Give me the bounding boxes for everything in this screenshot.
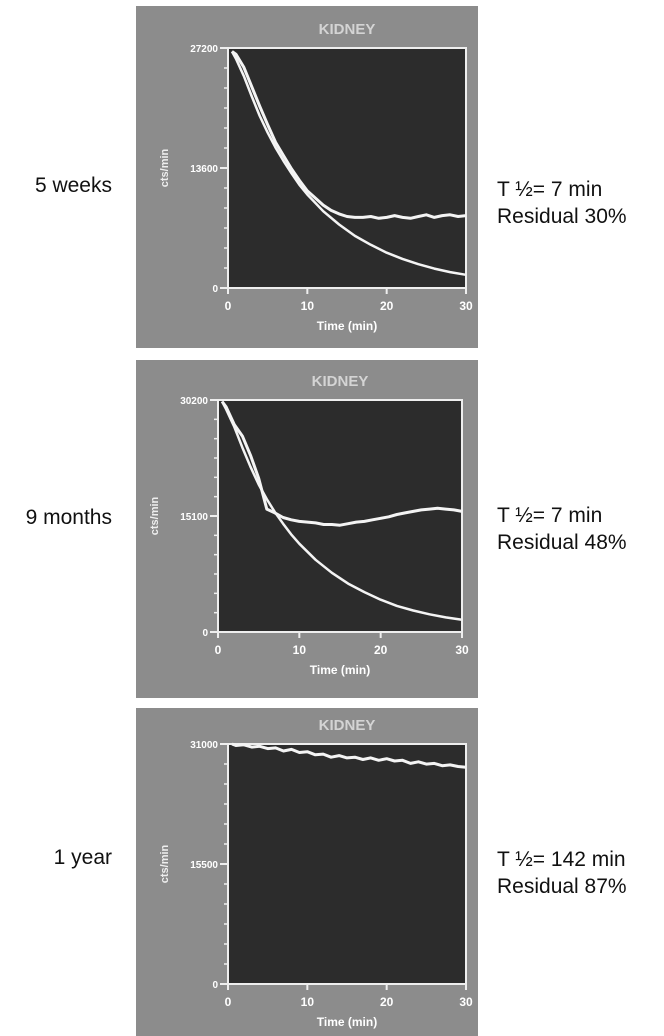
- series-line-2: [230, 50, 467, 277]
- x-tick-label: 10: [301, 995, 315, 1009]
- x-tick-label: 30: [455, 643, 469, 657]
- x-tick-label: 30: [459, 299, 473, 313]
- series-line-1: [231, 50, 467, 220]
- renogram-chart: KIDNEY 0 15100 30200 0 10 20 30 Time (min) cts/mi…: [149, 373, 469, 677]
- x-tick-label: 10: [301, 299, 315, 313]
- plot-area: [227, 743, 467, 985]
- x-tick-label: 0: [225, 299, 232, 313]
- row-5-weeks: 5 weeks KIDNEY 0 13600 27200 0 10 20 30 Time (mi…: [0, 0, 664, 348]
- x-axis-label: Time (min): [317, 319, 377, 333]
- y-tick-label: 31000: [190, 740, 218, 751]
- x-axis-label: Time (min): [310, 663, 370, 677]
- y-tick-label: 30200: [180, 396, 208, 407]
- chart-title: KIDNEY: [312, 373, 369, 390]
- y-axis-label: cts/min: [149, 496, 161, 535]
- x-tick-label: 20: [380, 995, 394, 1009]
- kidney-panel-3: KIDNEY 0 15500 31000 0 10 20 30 Time (min) cts/mi…: [136, 708, 478, 1036]
- stats-block: T ½= 7 min Residual 30%: [497, 176, 627, 230]
- y-tick-label: 27200: [190, 44, 218, 55]
- y-axis-label: cts/min: [159, 844, 171, 883]
- x-tick-label: 0: [215, 643, 222, 657]
- residual-label: Residual 30%: [497, 205, 627, 228]
- row-9-months: 9 months KIDNEY 0 15100 30200 0 10 20 30 Time (m…: [0, 360, 664, 698]
- renogram-chart: KIDNEY 0 13600 27200 0 10 20 30 Time (min) cts/mi…: [159, 21, 473, 333]
- series-line-1: [220, 400, 463, 527]
- t-half-label: T ½= 142 min: [497, 848, 626, 871]
- series-line-2: [220, 400, 463, 621]
- x-tick-label: 0: [225, 995, 232, 1009]
- x-tick-label: 10: [293, 643, 307, 657]
- y-tick-label: 0: [202, 628, 208, 639]
- chart-title: KIDNEY: [319, 21, 376, 38]
- stats-block: T ½= 7 min Residual 48%: [497, 502, 627, 556]
- kidney-panel-1: KIDNEY 0 13600 27200 0 10 20 30 Time (min) cts/mi…: [136, 6, 478, 348]
- kidney-panel-2: KIDNEY 0 15100 30200 0 10 20 30 Time (min) cts/mi…: [136, 360, 478, 698]
- renogram-chart: KIDNEY 0 15500 31000 0 10 20 30 Time (min) cts/mi…: [159, 717, 473, 1029]
- residual-label: Residual 87%: [497, 875, 627, 898]
- y-tick-label: 0: [212, 980, 218, 991]
- x-tick-label: 30: [459, 995, 473, 1009]
- x-axis-label: Time (min): [317, 1015, 377, 1029]
- y-tick-label: 13600: [190, 164, 218, 175]
- plot-area: [227, 47, 467, 289]
- y-tick-label: 15100: [180, 512, 208, 523]
- x-tick-label: 20: [380, 299, 394, 313]
- y-tick-label: 0: [212, 284, 218, 295]
- residual-label: Residual 48%: [497, 531, 627, 554]
- row-label: 9 months: [25, 506, 112, 529]
- row-label: 1 year: [53, 846, 112, 869]
- t-half-label: T ½= 7 min: [497, 178, 603, 201]
- chart-title: KIDNEY: [319, 717, 376, 734]
- stats-block: T ½= 142 min Residual 87%: [497, 846, 627, 900]
- series-line-1: [231, 742, 467, 769]
- row-label: 5 weeks: [34, 174, 112, 197]
- row-1-year: 1 year KIDNEY 0 15500 31000 0 10 20 30 Time (min…: [0, 708, 664, 1036]
- y-axis-label: cts/min: [159, 148, 171, 187]
- t-half-label: T ½= 7 min: [497, 504, 603, 527]
- plot-area: [217, 399, 463, 633]
- y-tick-label: 15500: [190, 860, 218, 871]
- x-tick-label: 20: [374, 643, 388, 657]
